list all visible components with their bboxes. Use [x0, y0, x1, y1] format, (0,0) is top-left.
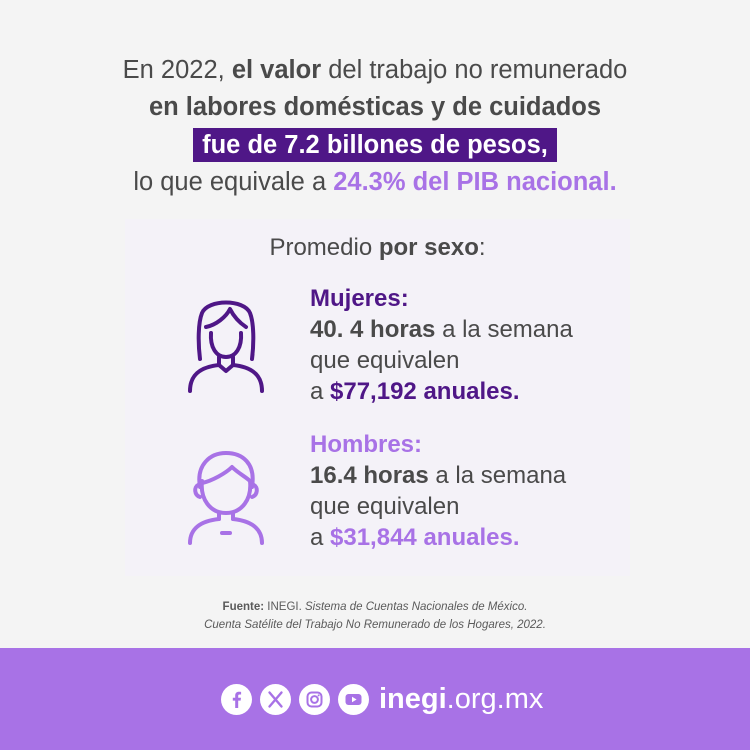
source-subtitle: Cuenta Satélite del Trabajo No Remunerad…	[204, 619, 546, 631]
women-amount-line: a $77,192 anuales.	[310, 376, 573, 407]
average-by-sex-card: Promedio por sexo: Mujeres: 40. 4 horas …	[125, 219, 630, 576]
headline-line-3: fue de 7.2 billones de pesos,	[0, 126, 750, 164]
source-line-2: Cuenta Satélite del Trabajo No Remunerad…	[0, 616, 750, 634]
website-tld: .org.mx	[446, 683, 544, 715]
headline-line-2: en labores domésticas y de cuidados	[0, 89, 750, 126]
card-title-colon: :	[478, 234, 486, 261]
man-icon	[188, 451, 264, 545]
women-hours-value: 40. 4 horas	[310, 316, 436, 343]
men-hours-unit: a la semana	[428, 462, 567, 489]
headline-line-4: lo que equivale a 24.3% del PIB nacional…	[0, 164, 750, 201]
women-equiv-text: que equivalen	[310, 347, 460, 374]
women-amount: $77,192 anuales.	[330, 378, 520, 405]
women-stat: Mujeres: 40. 4 horas a la semana que equ…	[310, 283, 573, 407]
card-title-text: Promedio	[269, 234, 379, 261]
facebook-icon[interactable]	[221, 683, 252, 715]
x-icon[interactable]	[260, 683, 291, 715]
social-links	[221, 682, 377, 716]
source-label: Fuente:	[222, 601, 265, 613]
men-stat: Hombres: 16.4 horas a la semana que equi…	[310, 429, 566, 553]
men-label: Hombres:	[310, 431, 423, 458]
women-hours-unit: a la semana	[435, 316, 573, 343]
footer-bar: inegi.org.mx	[0, 648, 750, 750]
source-title: Sistema de Cuentas Nacionales de México.	[304, 601, 528, 613]
women-hours: 40. 4 horas a la semana	[310, 314, 573, 345]
men-amount: $31,844 anuales.	[330, 524, 520, 551]
headline: En 2022, el valor del trabajo no remuner…	[0, 52, 750, 201]
woman-icon	[188, 300, 264, 393]
men-hours: 16.4 horas a la semana	[310, 460, 566, 491]
men-equiv-text: que equivalen	[310, 493, 460, 520]
headline-text: del trabajo no remunerado	[321, 56, 628, 84]
instagram-icon[interactable]	[299, 683, 330, 715]
headline-text: En 2022,	[122, 56, 232, 84]
source-org: INEGI.	[264, 601, 305, 613]
card-title: Promedio por sexo:	[125, 234, 630, 262]
women-amount-prefix: a	[310, 378, 331, 405]
men-amount-prefix: a	[310, 524, 331, 551]
card-title-emphasis: por sexo	[378, 234, 479, 261]
website-domain: inegi	[379, 683, 447, 715]
women-label: Mujeres:	[310, 285, 409, 312]
men-hours-value: 16.4 horas	[310, 462, 429, 489]
highlight-box: fue de 7.2 billones de pesos,	[193, 128, 557, 162]
men-amount-line: a $31,844 anuales.	[310, 522, 566, 553]
headline-emphasis: en labores domésticas y de cuidados	[148, 93, 602, 121]
headline-line-1: En 2022, el valor del trabajo no remuner…	[0, 52, 750, 89]
source-line-1: Fuente: INEGI. Sistema de Cuentas Nacion…	[0, 598, 750, 616]
gdp-percentage: 24.3% del PIB nacional.	[333, 168, 617, 196]
headline-emphasis: el valor	[231, 56, 322, 84]
website-link[interactable]: inegi.org.mx	[379, 681, 543, 717]
source-note: Fuente: INEGI. Sistema de Cuentas Nacion…	[0, 598, 750, 634]
headline-text: lo que equivale a	[133, 168, 334, 196]
youtube-icon[interactable]	[338, 683, 369, 715]
